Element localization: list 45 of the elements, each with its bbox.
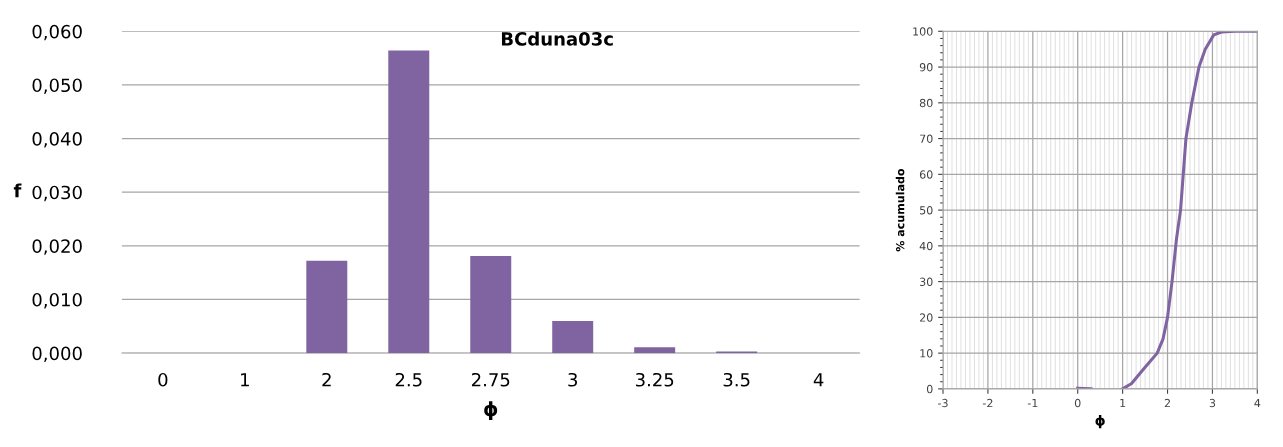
y-tick-label: 20 [919,313,933,322]
x-tick-label: 0 [158,372,168,387]
x-tick-label: -2 [982,398,993,408]
y-tick-label: 70 [920,134,933,143]
x-tick-label: 2 [1164,398,1170,408]
y-axis-title: % acumulado [895,168,905,252]
y-tick-label: 100 [913,27,933,36]
x-tick-label: 1 [1120,398,1126,408]
y-tick-label: 50 [920,206,933,215]
bar [552,320,594,354]
y-tick-label: 90 [919,63,933,72]
y-tick-label: 80 [919,98,933,108]
y-tick-label: 30 [919,277,933,286]
x-axis-title: ϕ [484,401,498,420]
x-tick-label: 2 [322,372,331,387]
y-axis-title: f [13,183,22,198]
x-tick-label: 3 [1209,398,1216,408]
x-tick-label: 3.5 [723,372,750,387]
y-tick-label: 0 [926,384,933,394]
y-tick-label: 0,050 [32,78,82,94]
y-tick-label: 0,030 [32,185,82,202]
x-tick-label: 4 [813,373,824,387]
x-tick-label: 3.25 [635,372,674,387]
y-tick-label: 0,060 [32,24,82,41]
y-tick-label: 40 [919,241,933,251]
y-tick-label: 0,010 [32,292,82,309]
x-tick-label: 2.5 [395,372,422,387]
x-tick-label: 4 [1254,398,1261,408]
y-tick-label: 0,020 [32,239,82,255]
x-tick-label: 1 [241,373,249,387]
x-tick-label: 0 [1074,398,1081,408]
bar [388,50,430,354]
y-tick-label: 60 [919,170,933,179]
x-tick-label: 3 [568,372,578,387]
y-tick-label: 0,000 [32,346,82,363]
x-tick-label: -1 [1027,398,1038,408]
x-tick-label: 2.75 [471,372,510,387]
bar [470,256,512,354]
chart-title: BCduna03c [501,31,613,46]
bar [634,347,676,354]
x-tick-label: -3 [938,398,948,408]
y-tick-label: 0,040 [32,132,82,148]
y-tick-label: 10 [920,349,933,358]
bar [306,260,348,354]
x-axis-title: ϕ [1095,414,1105,429]
